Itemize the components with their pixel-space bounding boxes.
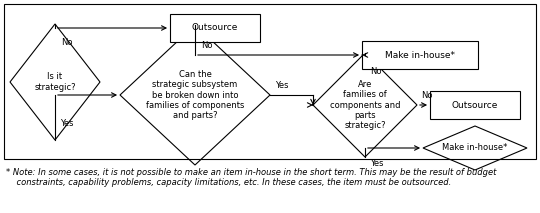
Bar (170, 14, 260, 42)
Text: Can the
strategic subsystem
be broken down into
families of components
and parts: Can the strategic subsystem be broken do… (146, 70, 244, 120)
Text: Make in-house*: Make in-house* (442, 144, 508, 153)
Text: Yes: Yes (370, 159, 383, 168)
Text: * Note: In some cases, it is not possible to make an item in-house in the short : * Note: In some cases, it is not possibl… (6, 168, 496, 187)
Text: No: No (370, 67, 381, 76)
Bar (4, 4, 536, 159)
Text: Outsource: Outsource (452, 101, 498, 109)
Text: Is it
strategic?: Is it strategic? (34, 72, 76, 92)
Text: Outsource: Outsource (192, 23, 238, 33)
Text: Yes: Yes (60, 119, 73, 128)
Text: Yes: Yes (275, 81, 288, 90)
Bar (362, 41, 478, 69)
Text: Make in-house*: Make in-house* (385, 50, 455, 59)
Bar (430, 91, 520, 119)
Text: No: No (201, 41, 213, 50)
Text: No: No (61, 38, 72, 47)
Text: No: No (421, 91, 433, 100)
Text: Are
families of
components and
parts
strategic?: Are families of components and parts str… (330, 80, 400, 130)
